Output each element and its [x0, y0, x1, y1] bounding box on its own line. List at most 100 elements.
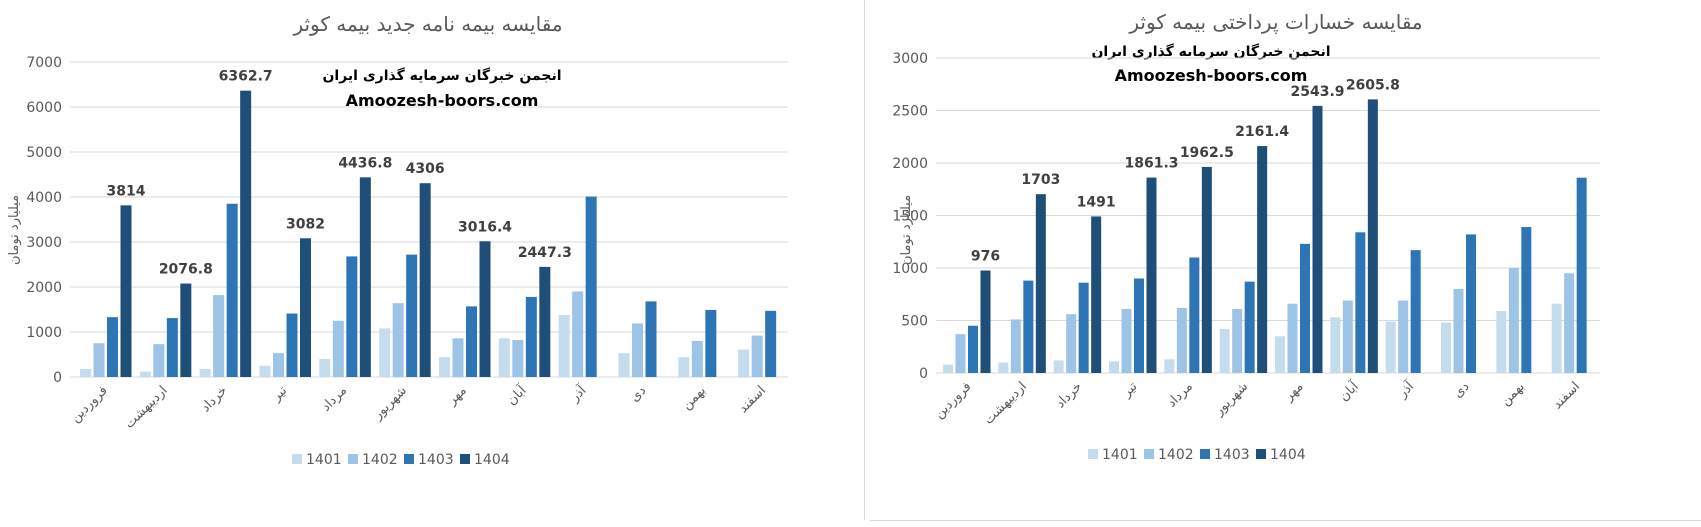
legend-label: 1403: [1214, 447, 1250, 463]
bar-1403: [585, 196, 597, 377]
bar-1404: [1312, 105, 1323, 373]
data-label: 2447.3: [518, 245, 572, 261]
paid-claims-chart-svg: مقایسه خسارات پرداختی بیمه کوثر انجمن خب…: [892, 10, 1600, 463]
bar-1401: [1109, 361, 1119, 373]
bar-1401: [738, 349, 750, 377]
y-axis-label: میلیارد تومان: [899, 195, 914, 265]
data-label: 3016.4: [458, 219, 512, 235]
x-tick-label: دی: [627, 383, 649, 405]
bar-1401: [1330, 317, 1341, 373]
bar-1401: [678, 357, 690, 377]
y-tick-label: 1000: [892, 261, 928, 277]
new-policies-chart: مقایسه بیمه نامه جدید بیمه کوثر انجمن خب…: [7, 12, 788, 468]
y-tick-label: 2500: [892, 104, 928, 120]
legend-swatch: [404, 454, 414, 464]
data-label: 6362.7: [219, 69, 273, 85]
bar-1404: [1035, 194, 1046, 373]
data-label: 2161.4: [1235, 124, 1289, 140]
legend-label: 1403: [418, 452, 454, 468]
data-label: 1491: [1077, 194, 1116, 210]
bar-1403: [166, 318, 178, 377]
watermark-org: انجمن خبرگان سرمایه گذاری ایران: [1091, 43, 1330, 60]
bar-1403: [968, 325, 978, 373]
bar-1401: [1275, 336, 1285, 373]
data-label: 4306: [406, 161, 445, 177]
data-label: 3814: [107, 183, 146, 199]
bar-1402: [153, 344, 165, 377]
bar-1402: [1453, 289, 1464, 373]
bar-1401: [998, 362, 1009, 373]
bar-1401: [1219, 328, 1230, 373]
y-axis-label: میلیارد تومان: [7, 195, 22, 265]
y-tick-label: 1000: [26, 325, 62, 341]
legend-label: 1401: [306, 452, 342, 468]
x-tick-label: مرداد: [319, 383, 350, 414]
legend-swatch: [1256, 449, 1266, 459]
bar-1402: [691, 341, 703, 377]
bar-1401: [498, 338, 510, 377]
x-tick-label: تیر: [269, 383, 291, 405]
bar-1401: [1053, 360, 1064, 373]
bar-1402: [1066, 314, 1077, 373]
data-label: 976: [971, 249, 1000, 265]
y-tick-label: 500: [901, 314, 928, 330]
bar-1401: [80, 368, 91, 377]
legend-swatch: [1088, 449, 1098, 459]
bar-1403: [1300, 243, 1310, 373]
bar-1401: [618, 353, 630, 377]
x-tick-label: آبان: [1335, 377, 1363, 405]
bar-1402: [1176, 307, 1187, 373]
bar-1402: [332, 320, 344, 377]
x-tick-label: بهمن: [1498, 379, 1528, 409]
legend-label: 1404: [474, 452, 510, 468]
x-tick-label: شهریور: [1211, 379, 1251, 419]
x-tick-label: شهریور: [370, 383, 410, 423]
bar-1403: [1576, 177, 1587, 373]
bar-1402: [1342, 300, 1353, 373]
legend-swatch: [292, 454, 302, 464]
bar-1404: [539, 266, 551, 377]
x-tick-label: اردیبهشت: [981, 379, 1029, 427]
bar-1401: [139, 371, 151, 377]
bar-1404: [479, 241, 491, 377]
bar-1404: [980, 270, 991, 373]
bar-1401: [943, 364, 953, 373]
bar-1404: [359, 177, 371, 377]
bar-1404: [1091, 216, 1102, 373]
panel-border: [870, 520, 1701, 521]
data-label: 1861.3: [1124, 156, 1178, 172]
bar-1401: [1496, 311, 1507, 373]
y-tick-label: 0: [53, 370, 62, 386]
bar-1402: [1287, 303, 1298, 373]
x-tick-label: اسفند: [1550, 379, 1583, 412]
x-tick-label: مرداد: [1164, 379, 1195, 410]
bar-1404: [120, 205, 132, 377]
y-tick-label: 6000: [26, 100, 62, 116]
bar-1403: [1134, 278, 1144, 373]
bar-1403: [1189, 257, 1200, 373]
y-tick-label: 3000: [26, 235, 62, 251]
bar-1402: [751, 335, 763, 377]
bar-1402: [452, 338, 464, 377]
legend-label: 1402: [1158, 447, 1194, 463]
y-tick-label: 1500: [892, 209, 928, 225]
bar-1401: [558, 314, 570, 377]
watermark-url: Amoozesh-boors.com: [346, 91, 539, 110]
x-tick-label: اردیبهشت: [122, 383, 170, 431]
watermark-org: انجمن خبرگان سرمایه گذاری ایران: [322, 67, 561, 84]
y-tick-label: 2000: [26, 280, 62, 296]
chart-title: مقایسه خسارات پرداختی بیمه کوثر: [1128, 10, 1422, 35]
bar-1403: [645, 301, 657, 377]
bar-1404: [180, 283, 192, 377]
y-tick-label: 3000: [892, 51, 928, 67]
paid-claims-chart: مقایسه خسارات پرداختی بیمه کوثر انجمن خب…: [870, 0, 1701, 523]
x-tick-label: دی: [1451, 379, 1473, 401]
bar-1402: [955, 334, 966, 373]
bar-1401: [439, 357, 450, 377]
y-tick-label: 4000: [26, 190, 62, 206]
bar-1402: [572, 291, 584, 377]
bar-1403: [525, 296, 537, 377]
x-tick-label: تیر: [1119, 379, 1141, 401]
data-label: 1962.5: [1180, 145, 1234, 161]
legend-swatch: [460, 454, 470, 464]
